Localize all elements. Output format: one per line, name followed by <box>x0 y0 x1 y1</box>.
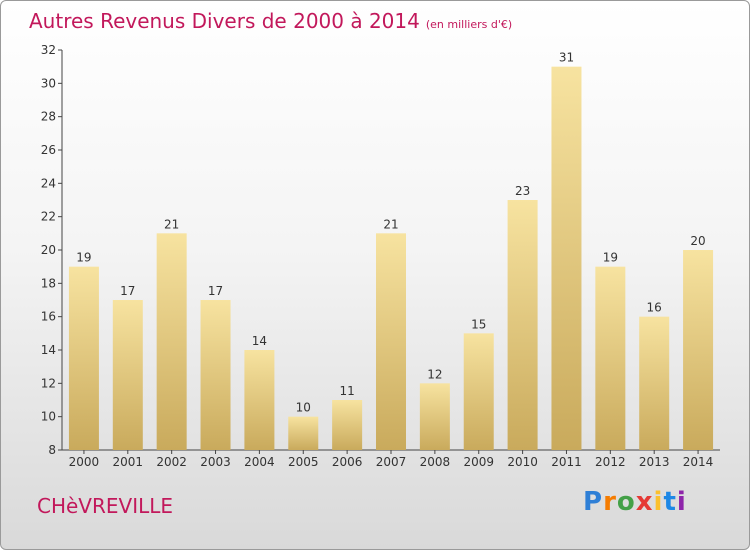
x-tick-label: 2004 <box>244 455 275 469</box>
bar <box>683 250 714 450</box>
bar-value-label: 17 <box>120 284 135 298</box>
bar-value-label: 15 <box>471 317 486 331</box>
bar-value-label: 21 <box>164 217 179 231</box>
y-tick-label: 22 <box>41 210 56 224</box>
x-tick-label: 2013 <box>639 455 670 469</box>
x-tick-label: 2007 <box>376 455 407 469</box>
y-tick-label: 14 <box>41 343 56 357</box>
x-tick-label: 2011 <box>551 455 582 469</box>
x-tick-label: 2003 <box>200 455 231 469</box>
x-tick-label: 2005 <box>288 455 319 469</box>
bar-value-label: 14 <box>252 334 267 348</box>
bar <box>419 383 450 450</box>
x-tick-label: 2009 <box>463 455 494 469</box>
bar-value-label: 11 <box>339 384 354 398</box>
chart-unit-note: (en milliers d'€) <box>425 18 513 31</box>
bar-value-label: 21 <box>383 217 398 231</box>
bar-value-label: 20 <box>690 234 705 248</box>
bar <box>68 266 99 450</box>
y-tick-label: 26 <box>41 143 56 157</box>
bar-value-label: 19 <box>76 251 91 265</box>
bar <box>332 400 363 450</box>
x-tick-label: 2002 <box>156 455 187 469</box>
bar-value-label: 17 <box>208 284 223 298</box>
bar <box>551 66 582 451</box>
y-tick-label: 12 <box>41 376 56 390</box>
x-tick-label: 2000 <box>69 455 100 469</box>
y-tick-label: 16 <box>41 310 56 324</box>
x-tick-label: 2014 <box>683 455 714 469</box>
bar <box>376 233 406 450</box>
y-tick-label: 30 <box>41 76 56 90</box>
y-tick-label: 10 <box>41 410 56 424</box>
x-tick-label: 2012 <box>595 455 626 469</box>
bar-value-label: 10 <box>296 401 311 415</box>
bar-value-label: 19 <box>603 251 618 265</box>
y-tick-label: 24 <box>41 176 56 190</box>
bar <box>507 200 538 450</box>
bar-value-label: 16 <box>647 301 662 315</box>
bar-value-label: 31 <box>559 51 574 65</box>
x-tick-label: 2010 <box>507 455 538 469</box>
y-tick-label: 32 <box>41 43 56 57</box>
bar <box>463 333 494 450</box>
y-tick-label: 18 <box>41 276 56 290</box>
bar <box>639 316 670 450</box>
bar <box>156 233 187 450</box>
y-tick-label: 20 <box>41 243 56 257</box>
chart-title: Autres Revenus Divers de 2000 à 2014 (en … <box>29 9 512 33</box>
commune-name: CHèVREVILLE <box>37 494 174 518</box>
y-tick-label: 28 <box>41 110 56 124</box>
y-tick-label: 8 <box>48 443 56 457</box>
bar <box>595 266 626 450</box>
x-tick-label: 2006 <box>332 455 363 469</box>
bar <box>200 300 231 450</box>
bar <box>112 300 143 450</box>
chart-title-main: Autres Revenus Divers de 2000 à 2014 <box>29 9 420 33</box>
bar <box>288 416 319 450</box>
x-tick-label: 2008 <box>420 455 451 469</box>
proxiti-logo: Proxiti <box>583 487 687 517</box>
bar <box>244 350 275 450</box>
x-tick-label: 2001 <box>113 455 144 469</box>
bar-value-label: 23 <box>515 184 530 198</box>
bar-value-label: 12 <box>427 367 442 381</box>
